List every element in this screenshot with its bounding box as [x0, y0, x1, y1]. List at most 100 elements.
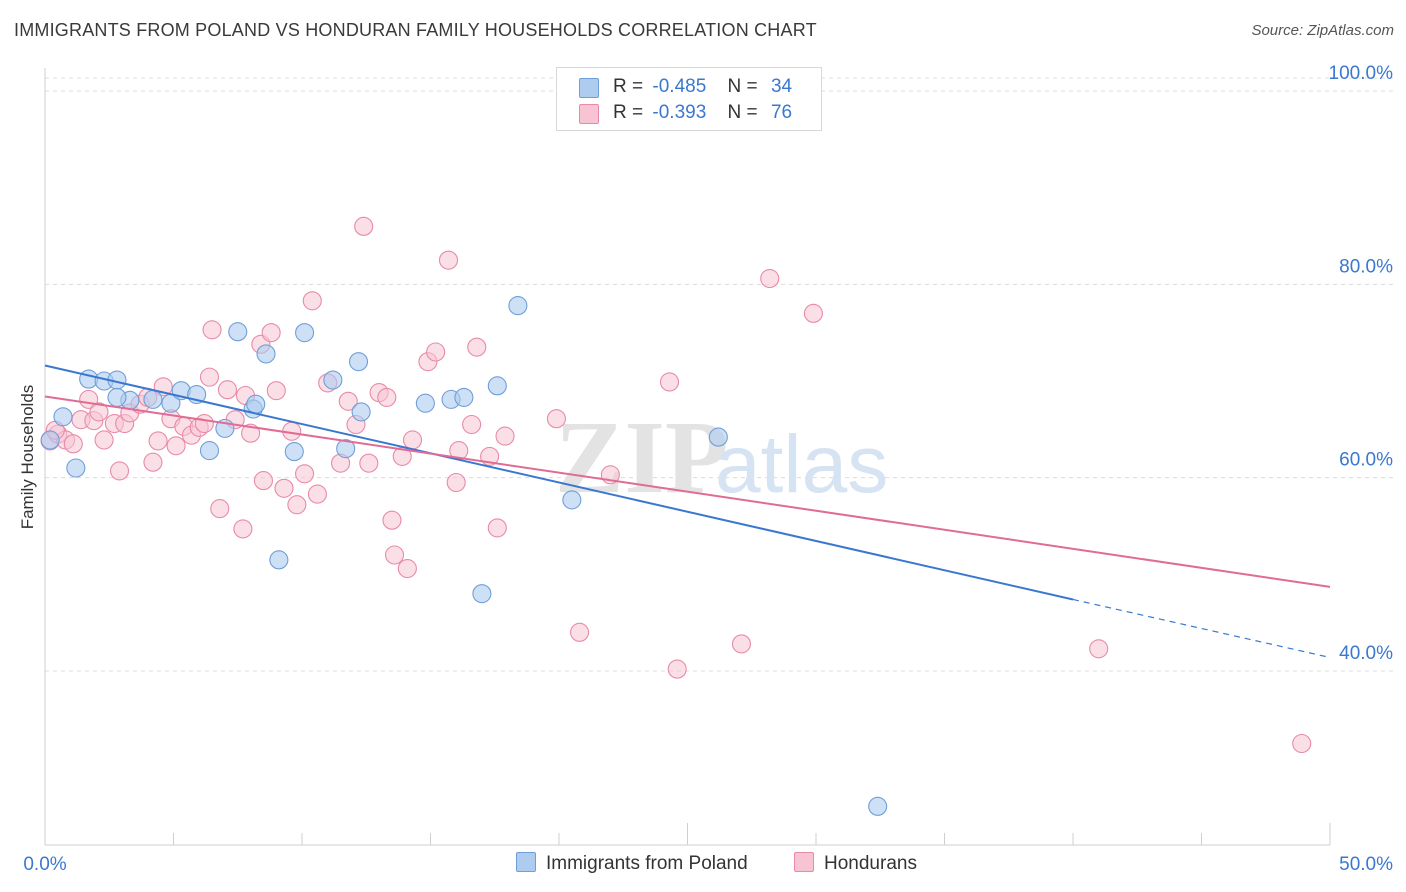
honduran-point [94, 430, 114, 450]
honduran-point [233, 519, 253, 539]
bottom-legend-swatch-honduran [794, 852, 814, 872]
poland-points [40, 296, 888, 816]
honduran-point [462, 414, 482, 435]
legend-n-label-poland: N = [727, 76, 758, 97]
honduran-point [295, 464, 315, 484]
honduran-point [760, 268, 780, 289]
legend-text-poland: R = -0.485 N = 34 [613, 76, 792, 98]
chart-title: IMMIGRANTS FROM POLAND VS HONDURAN FAMIL… [14, 20, 817, 40]
honduran-point [1089, 639, 1109, 659]
poland-point [284, 442, 304, 462]
honduran-point [194, 413, 214, 434]
honduran-point [487, 518, 507, 538]
poland-point [199, 441, 220, 461]
honduran-point [397, 558, 417, 579]
honduran-point [467, 337, 487, 357]
legend-r-value-honduran: -0.393 [652, 102, 707, 123]
honduran-point [210, 499, 230, 519]
honduran-trend-line [44, 395, 1331, 588]
honduran-point [109, 461, 130, 481]
bottom-legend-label-honduran: Hondurans [824, 853, 917, 874]
honduran-point [438, 250, 459, 270]
poland-point [454, 387, 474, 407]
honduran-point [667, 659, 687, 679]
honduran-point [359, 453, 379, 473]
honduran-point [307, 484, 327, 504]
correlation-legend: R = -0.485 N = 34 R = -0.393 N = 76 [556, 67, 822, 131]
poland-point [143, 389, 163, 409]
honduran-point [302, 291, 322, 311]
honduran-point [1292, 733, 1312, 754]
poland-point [351, 402, 371, 422]
honduran-point [202, 320, 222, 340]
poland-point [40, 430, 60, 450]
legend-text-honduran: R = -0.393 N = 76 [613, 102, 792, 124]
honduran-point [803, 303, 823, 323]
axes [44, 68, 1331, 846]
honduran-point [143, 452, 163, 472]
poland-point [53, 407, 73, 427]
poland-point [508, 296, 528, 316]
poland-point [472, 584, 492, 604]
honduran-point [89, 402, 109, 422]
grid-lines [45, 77, 1393, 672]
honduran-point [266, 381, 286, 401]
poland-point [562, 490, 582, 510]
y-tick-label: 100.0% [1329, 63, 1394, 84]
honduran-point [546, 409, 566, 429]
poland-trend-line [44, 364, 1074, 601]
honduran-point [199, 367, 220, 387]
poland-point [295, 323, 315, 343]
poland-point [708, 427, 728, 447]
poland-point [348, 352, 369, 372]
bottom-legend-label-poland: Immigrants from Poland [546, 853, 748, 874]
poland-trend-extension [1072, 598, 1331, 659]
honduran-point [377, 387, 397, 407]
honduran-point [148, 431, 168, 451]
honduran-point [382, 510, 402, 530]
honduran-point [570, 622, 590, 642]
poland-point [336, 439, 356, 459]
legend-n-value-honduran: 76 [770, 102, 793, 123]
bottom-legend-poland: Immigrants from Poland [516, 852, 748, 875]
poland-point [868, 796, 888, 816]
poland-point [415, 393, 435, 413]
honduran-point [402, 430, 423, 450]
poland-point [246, 394, 266, 414]
x-tick-label: 0.0% [23, 854, 66, 875]
watermark-zip: ZIP [555, 400, 728, 515]
honduran-point [354, 216, 374, 236]
honduran-point [287, 495, 307, 515]
honduran-point [274, 478, 294, 498]
honduran-point [241, 423, 261, 443]
chart-source: Source: ZipAtlas.com [1251, 22, 1394, 39]
honduran-point [217, 380, 238, 400]
x-tick-label: 50.0% [1339, 854, 1393, 875]
legend-n-value-poland: 34 [770, 76, 793, 97]
poland-point [256, 344, 276, 364]
poland-point [66, 458, 86, 478]
honduran-point [659, 372, 680, 392]
poland-point [228, 322, 248, 342]
honduran-point [495, 426, 515, 446]
poland-point [269, 550, 289, 570]
y-axis-label: Family Households [18, 384, 37, 530]
honduran-point [446, 472, 466, 493]
honduran-point [253, 471, 274, 491]
poland-point [323, 370, 343, 390]
poland-point [487, 376, 507, 396]
legend-swatch-honduran [579, 104, 599, 124]
honduran-point [426, 342, 446, 362]
honduran-point [338, 391, 358, 411]
y-tick-label: 40.0% [1339, 643, 1393, 664]
trend-lines [44, 364, 1331, 659]
bottom-legend-honduran: Hondurans [794, 852, 917, 875]
honduran-point [63, 434, 83, 454]
honduran-point [166, 436, 186, 456]
legend-r-label-poland: R = [613, 76, 644, 97]
bottom-legend-swatch-poland [516, 852, 536, 872]
legend-swatch-poland [579, 78, 599, 98]
honduran-point [384, 545, 405, 565]
y-tick-label: 60.0% [1339, 450, 1393, 471]
